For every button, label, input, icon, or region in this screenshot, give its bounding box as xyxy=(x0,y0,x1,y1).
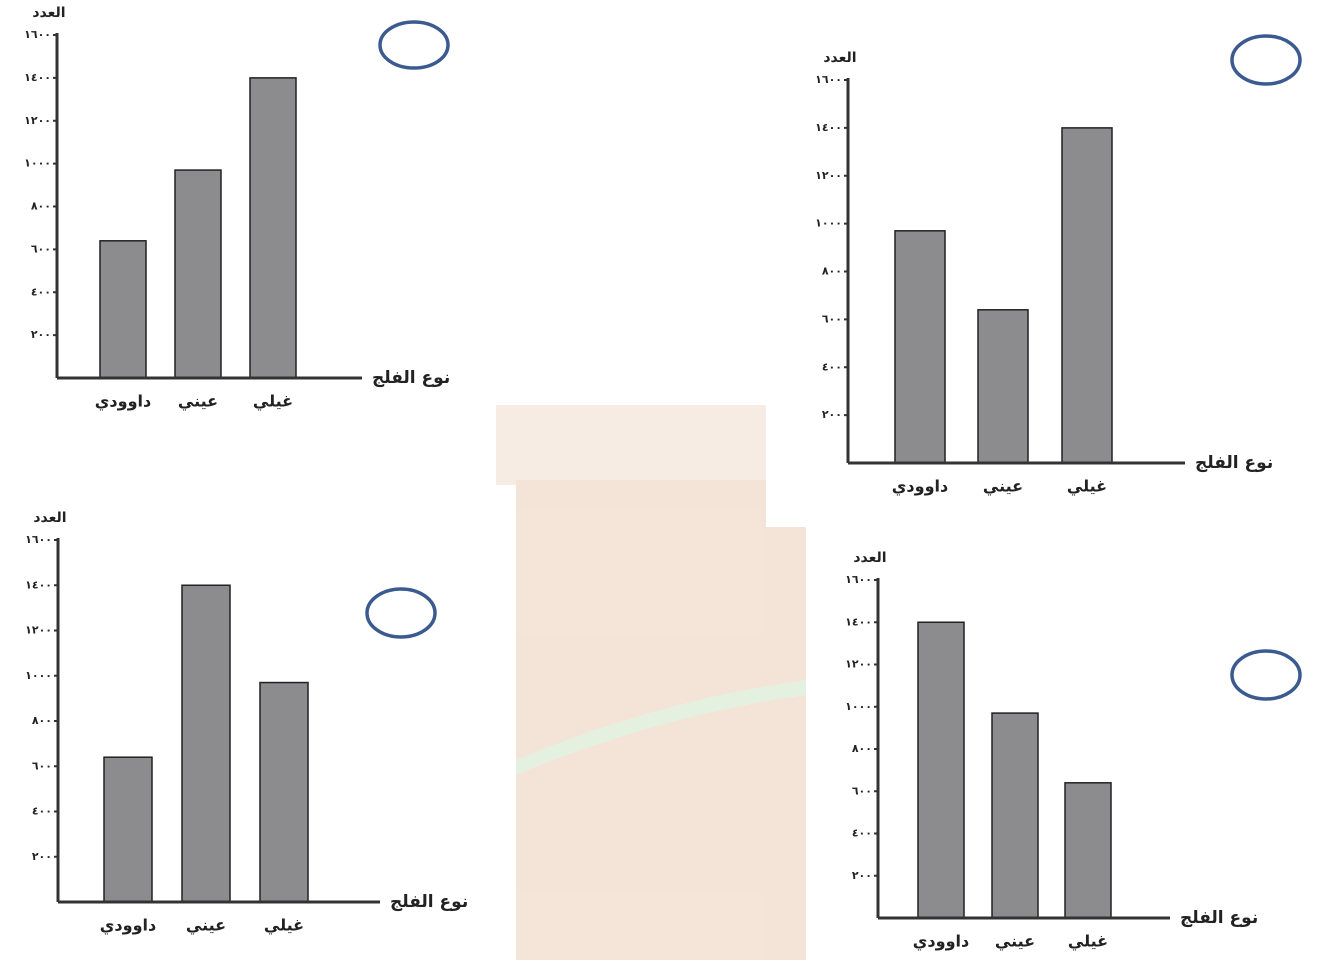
x-tick-label: عيني xyxy=(995,932,1035,952)
bar xyxy=(991,712,1039,919)
y-tick-label: ٦٠٠ xyxy=(852,784,872,797)
y-tick-label: ٦٠٠ xyxy=(31,242,51,255)
answer-circle[interactable] xyxy=(1230,34,1302,86)
answer-circle[interactable] xyxy=(378,20,450,70)
bar xyxy=(977,309,1029,464)
y-tick-label: ٢٠٠ xyxy=(32,850,52,863)
y-tick-label: ٨٠٠ xyxy=(822,265,842,278)
x-tick-label: غيلي xyxy=(1068,932,1108,952)
x-axis-label: نوع الفلج xyxy=(390,892,468,912)
bar xyxy=(174,169,222,379)
y-tick-label: ١٤٠٠ xyxy=(25,578,52,591)
y-tick-label: ١٢٠٠ xyxy=(24,114,51,127)
y-axis-label: العدد xyxy=(823,50,856,66)
y-tick-label: ٦٠٠ xyxy=(822,312,842,325)
y-tick-label: ٨٠٠ xyxy=(32,714,52,727)
bar xyxy=(99,240,147,379)
y-tick-label: ١٢٠٠ xyxy=(815,169,842,182)
answer-circle[interactable] xyxy=(1230,649,1302,701)
bar xyxy=(259,681,309,903)
x-axis-label: نوع الفلج xyxy=(1195,453,1273,473)
y-tick-label: ١٦٠٠ xyxy=(25,533,52,546)
y-tick-label: ١٠٠٠ xyxy=(815,217,842,230)
y-tick-label: ٢٠٠ xyxy=(822,408,842,421)
y-tick-label: ١٤٠٠ xyxy=(24,71,51,84)
answer-circles xyxy=(365,20,1302,701)
x-tick-label: غيلي xyxy=(1067,477,1107,497)
x-tick-label: عيني xyxy=(186,916,226,936)
answer-circle[interactable] xyxy=(365,587,437,639)
background-watermark xyxy=(496,405,806,960)
bar xyxy=(917,621,965,919)
bar xyxy=(181,584,231,903)
y-tick-label: ١٢٠٠ xyxy=(25,624,52,637)
bar xyxy=(1064,782,1112,919)
y-tick-label: ٦٠٠ xyxy=(32,759,52,772)
y-tick-label: ١٦٠٠ xyxy=(815,73,842,86)
x-axis-label: نوع الفلج xyxy=(1180,908,1258,928)
x-tick-label: داوودي xyxy=(892,477,948,497)
bar xyxy=(1061,127,1113,464)
y-tick-label: ١٦٠٠ xyxy=(24,28,51,41)
y-axis-label: العدد xyxy=(853,550,886,566)
y-tick-label: ٢٠٠ xyxy=(31,328,51,341)
x-tick-label: غيلي xyxy=(253,392,293,412)
x-tick-label: غيلي xyxy=(264,916,304,936)
x-tick-label: عيني xyxy=(178,392,218,412)
y-tick-label: ٤٠٠ xyxy=(852,827,872,840)
y-tick-label: ٨٠٠ xyxy=(31,200,51,213)
y-tick-label: ٤٠٠ xyxy=(31,285,51,298)
y-tick-label: ١٠٠٠ xyxy=(25,669,52,682)
bar xyxy=(894,230,946,464)
y-tick-label: ٢٠٠ xyxy=(852,869,872,882)
y-tick-label: ١٦٠٠ xyxy=(845,573,872,586)
y-tick-label: ١٠٠٠ xyxy=(24,157,51,170)
y-tick-label: ٤٠٠ xyxy=(822,360,842,373)
y-tick-label: ١٢٠٠ xyxy=(845,658,872,671)
x-axis-label: نوع الفلج xyxy=(372,368,450,388)
x-tick-label: داوودي xyxy=(913,932,969,952)
y-axis-label: العدد xyxy=(33,510,66,526)
y-tick-label: ١٤٠٠ xyxy=(845,615,872,628)
y-tick-label: ٨٠٠ xyxy=(852,742,872,755)
x-tick-label: داوودي xyxy=(100,916,156,936)
x-tick-label: عيني xyxy=(983,477,1023,497)
bar xyxy=(103,756,153,903)
y-tick-label: ٤٠٠ xyxy=(32,805,52,818)
y-tick-label: ١٠٠٠ xyxy=(845,700,872,713)
x-tick-label: داوودي xyxy=(95,392,151,412)
bar xyxy=(249,77,297,379)
y-tick-label: ١٤٠٠ xyxy=(815,121,842,134)
y-axis-label: العدد xyxy=(32,5,65,21)
